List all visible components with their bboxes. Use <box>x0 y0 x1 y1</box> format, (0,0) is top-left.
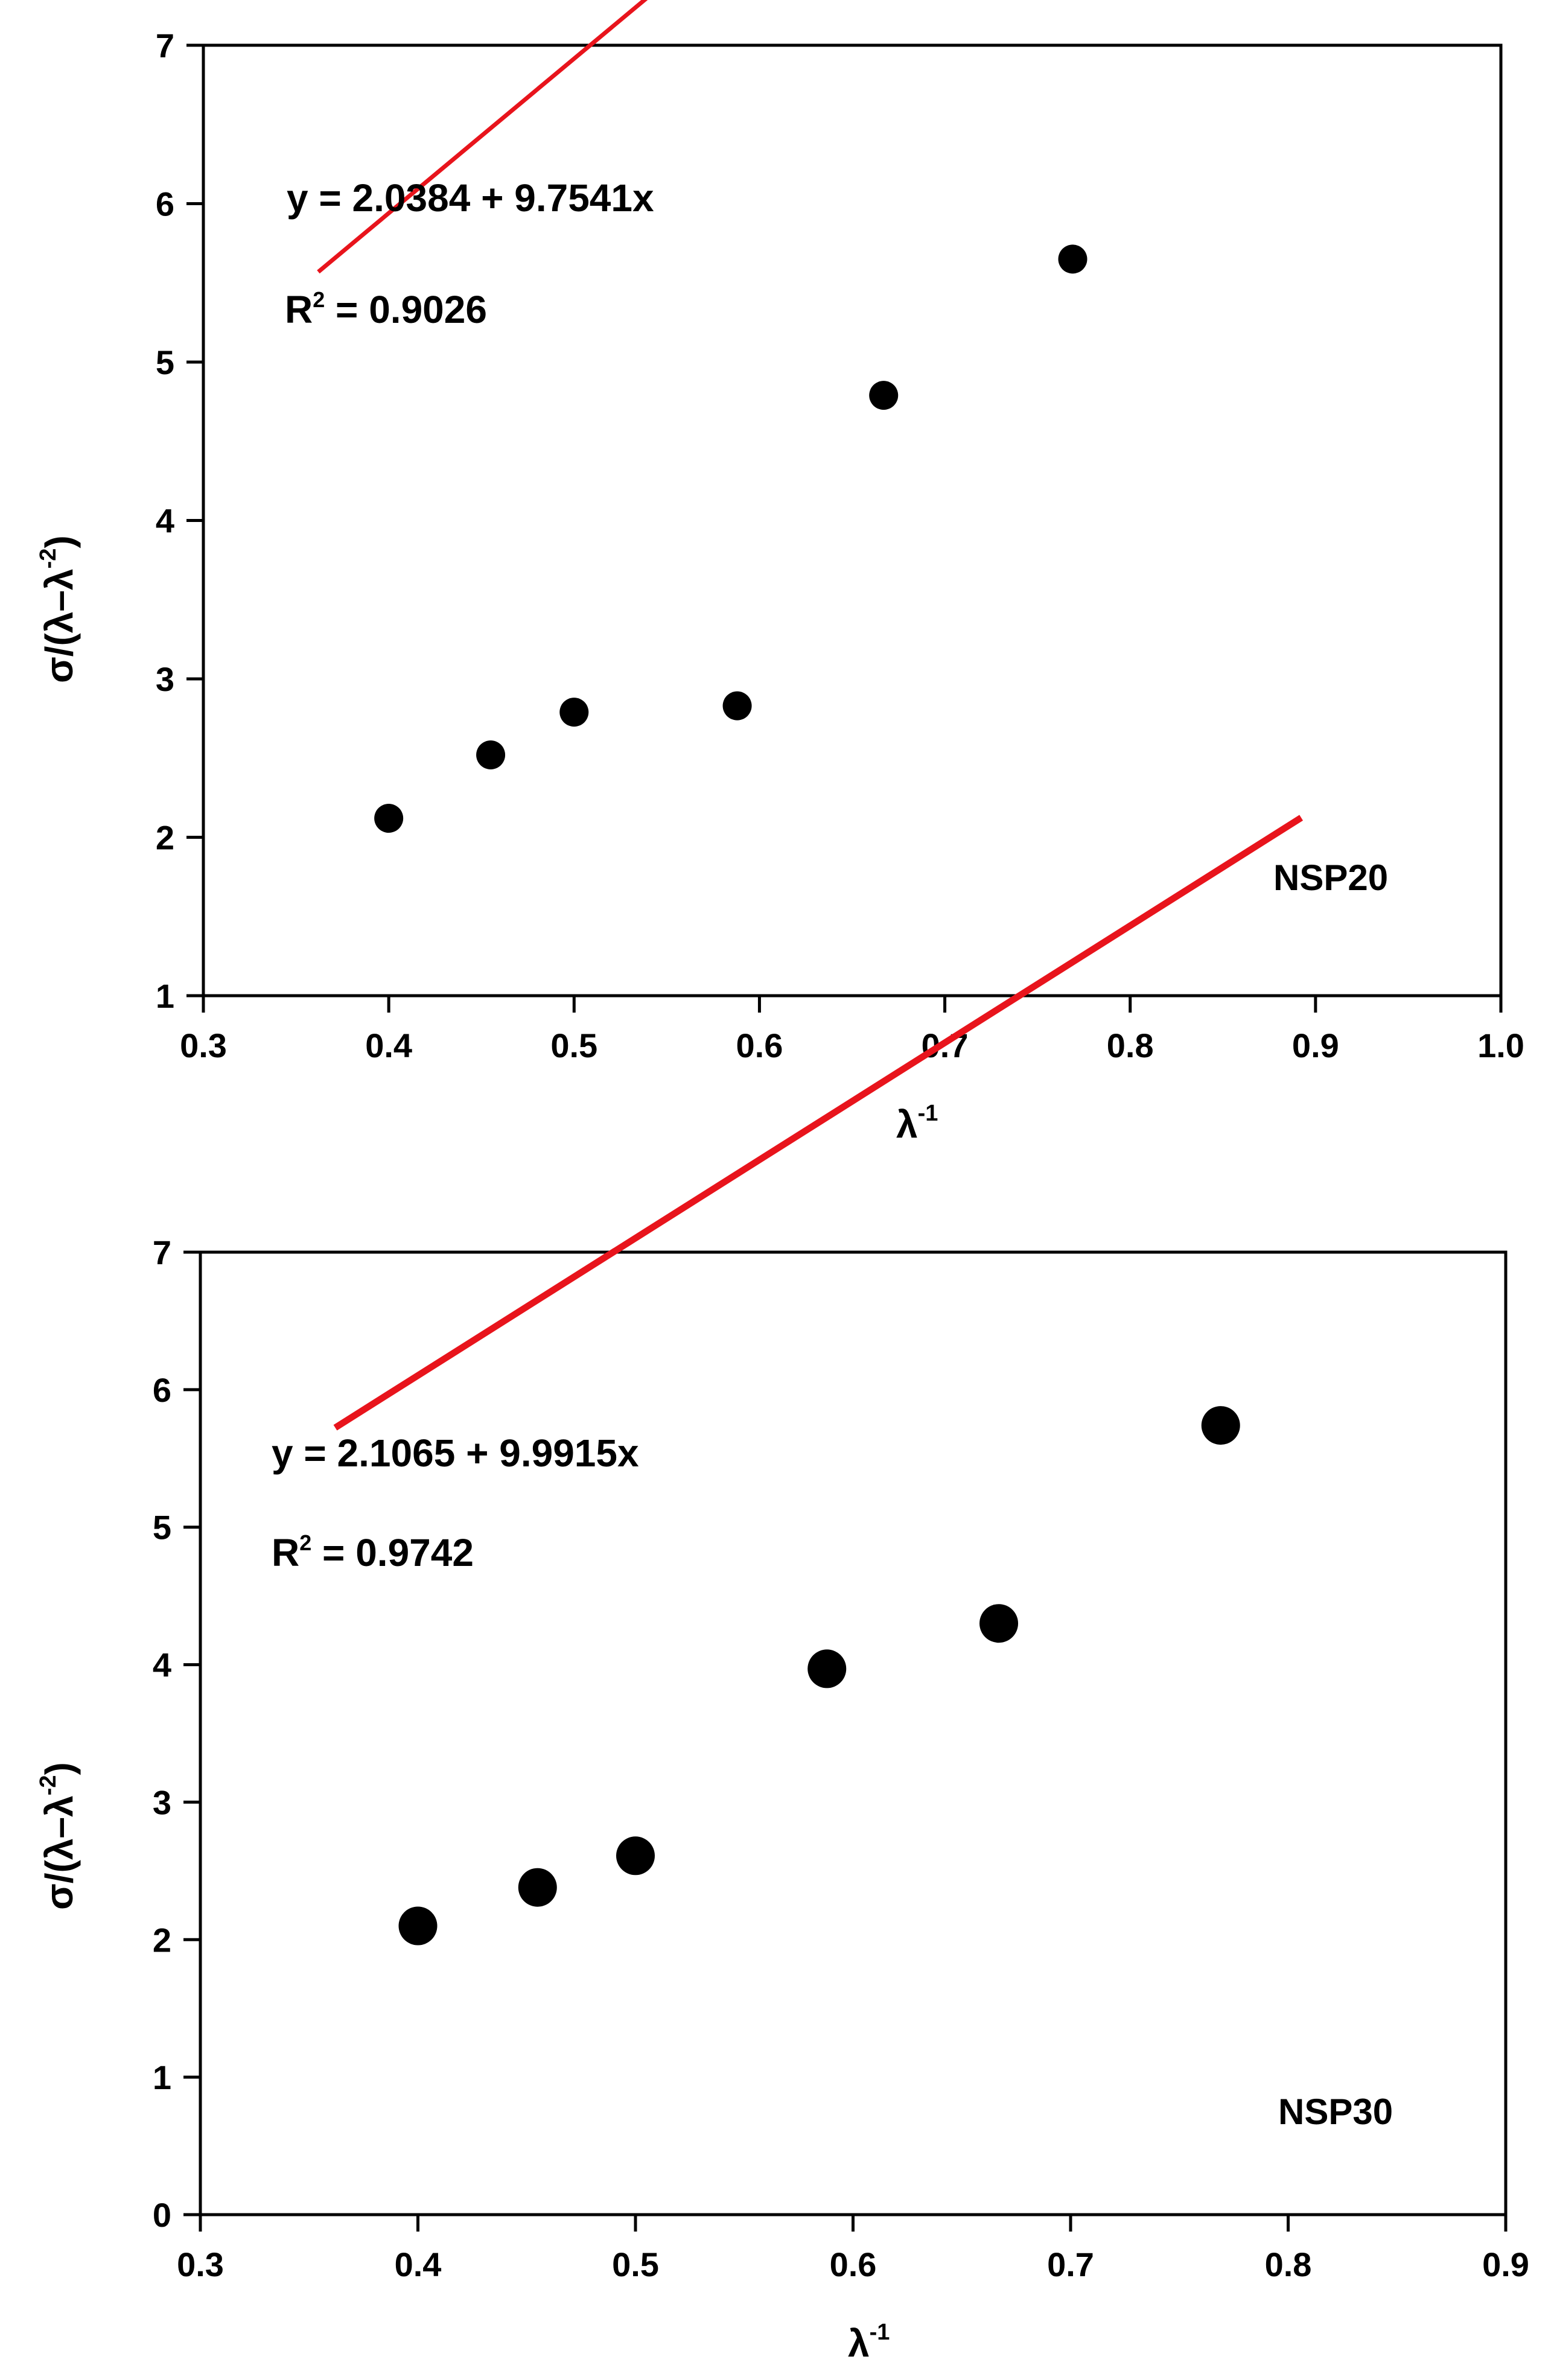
x-tick-label: 0.5 <box>612 2245 659 2283</box>
y-axis-title: σ/(λ–λ-2) <box>36 1762 81 1910</box>
fit-equation: y = 2.1065 + 9.9915x <box>272 1431 639 1475</box>
x-tick-label: 1.0 <box>1477 1026 1524 1064</box>
data-point <box>476 740 506 769</box>
y-axis-ticks: 1 2 3 4 5 6 7 <box>156 27 203 1015</box>
data-point <box>518 1868 557 1907</box>
data-point <box>1058 244 1087 274</box>
r-squared: R2 = 0.9742 <box>272 1530 474 1574</box>
y-tick-label: 4 <box>153 1646 171 1684</box>
x-tick-label: 0.4 <box>395 2245 442 2283</box>
data-points <box>398 1406 1240 1946</box>
y-tick-label: 3 <box>153 1783 171 1821</box>
data-point <box>1201 1406 1240 1445</box>
data-points <box>374 244 1087 833</box>
x-tick-label: 0.3 <box>180 1026 227 1064</box>
y-axis-title: σ/(λ–λ-2) <box>36 535 81 683</box>
y-tick-label: 3 <box>156 660 174 698</box>
fit-line <box>317 0 648 274</box>
x-tick-label: 0.7 <box>1047 2245 1094 2283</box>
data-point <box>398 1906 438 1946</box>
y-tick-label: 5 <box>153 1509 171 1547</box>
plot-frame <box>199 1250 1508 2216</box>
x-tick-label: 0.5 <box>550 1026 597 1064</box>
data-point <box>559 698 589 727</box>
y-tick-label: 1 <box>156 977 174 1015</box>
data-point <box>979 1604 1019 1643</box>
chart-nsp30: 0 1 2 3 4 5 6 7 0.3 0.4 0.5 0.6 0.7 0.8 0.9 y = 2.106… <box>36 815 1529 2365</box>
y-tick-label: 2 <box>153 1921 171 1959</box>
y-tick-label: 0 <box>153 2196 171 2234</box>
x-tick-label: 0.8 <box>1265 2245 1312 2283</box>
y-tick-label: 6 <box>156 185 174 223</box>
x-axis-ticks: 0.3 0.4 0.5 0.6 0.7 0.8 0.9 <box>177 2215 1529 2283</box>
y-tick-label: 4 <box>156 502 174 540</box>
x-axis-title: λ-1 <box>848 2320 890 2365</box>
data-point <box>869 381 899 410</box>
x-tick-label: 0.4 <box>365 1026 412 1064</box>
y-axis-ticks: 0 1 2 3 4 5 6 7 <box>153 1233 200 2234</box>
y-tick-label: 7 <box>156 27 174 65</box>
data-point <box>722 691 752 721</box>
fit-line <box>333 815 1304 1431</box>
sample-label: NSP30 <box>1278 2092 1393 2132</box>
x-tick-label: 0.6 <box>830 2245 877 2283</box>
data-point <box>374 804 404 833</box>
x-tick-label: 0.9 <box>1482 2245 1529 2283</box>
x-axis-ticks: 0.30.40.50.60.70.80.91.0 <box>180 996 1524 1064</box>
x-tick-label: 0.6 <box>736 1026 783 1064</box>
data-point <box>616 1836 655 1876</box>
x-tick-label: 0.8 <box>1107 1026 1154 1064</box>
fit-equation: y = 2.0384 + 9.7541x <box>287 176 654 220</box>
sample-label: NSP20 <box>1273 858 1388 898</box>
r-squared: R2 = 0.9026 <box>285 287 487 331</box>
y-tick-label: 1 <box>153 2058 171 2096</box>
data-point <box>807 1649 847 1688</box>
x-tick-label: 0.3 <box>177 2245 224 2283</box>
y-tick-label: 6 <box>153 1371 171 1409</box>
x-axis-title: λ-1 <box>896 1101 938 1146</box>
x-tick-label: 0.9 <box>1292 1026 1339 1064</box>
y-tick-label: 2 <box>156 819 174 857</box>
y-tick-label: 5 <box>156 343 174 381</box>
y-tick-label: 7 <box>153 1233 171 1271</box>
